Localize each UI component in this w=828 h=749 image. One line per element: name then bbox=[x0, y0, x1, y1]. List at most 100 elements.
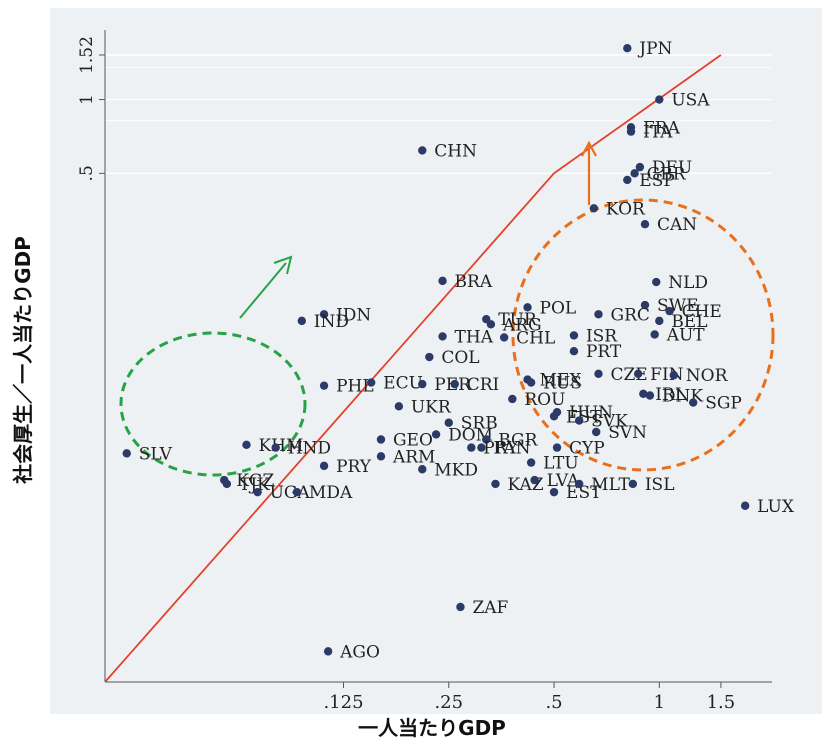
point-label-pry: PRY bbox=[336, 457, 372, 477]
point-bel bbox=[655, 316, 664, 326]
point-che bbox=[665, 306, 674, 316]
point-label-est: EST bbox=[566, 407, 602, 427]
point-bgr bbox=[482, 435, 491, 444]
y-tick-label: 1.52 bbox=[77, 36, 97, 74]
point-label-uga: UGA bbox=[270, 483, 311, 503]
point-label-svk: SVK bbox=[591, 412, 628, 432]
y-tick-label: 1 bbox=[77, 94, 97, 105]
axes: .5 1 1.52 .125 .25 .5 1 1.5 bbox=[77, 30, 772, 713]
point-label-phl: PHL bbox=[336, 377, 374, 397]
point-pol bbox=[523, 303, 532, 312]
point-aut bbox=[650, 330, 659, 339]
point-srb bbox=[444, 418, 453, 427]
point-zaf bbox=[456, 602, 465, 612]
point-label-grc: GRC bbox=[610, 305, 649, 325]
orange-arrowhead-icon bbox=[581, 140, 597, 157]
point-label-rus: RUS bbox=[543, 374, 582, 394]
point-label-lux: LUX bbox=[757, 497, 795, 517]
point-label-zaf: ZAF bbox=[472, 598, 508, 618]
point-label-prt: PRT bbox=[586, 342, 622, 362]
point-irl bbox=[639, 389, 648, 398]
x-tick-label: .125 bbox=[323, 692, 363, 713]
point-cri bbox=[450, 379, 459, 389]
point-ltu bbox=[526, 458, 536, 467]
x-axis-title: 一人当たりGDP bbox=[358, 716, 506, 740]
point-label-ukr: UKR bbox=[411, 397, 452, 417]
point-label-kgz: KGZ bbox=[236, 471, 274, 491]
point-label-arg: ARG bbox=[502, 315, 542, 335]
point-mkd bbox=[418, 465, 427, 474]
point-label-isl: ISL bbox=[645, 475, 675, 495]
point-lux bbox=[740, 501, 750, 510]
point-label-kaz: KAZ bbox=[507, 475, 543, 495]
point-idn bbox=[319, 310, 329, 319]
point-label-nld: NLD bbox=[668, 273, 708, 293]
point-tjk bbox=[222, 479, 232, 489]
point-label-chl: CHL bbox=[516, 328, 555, 348]
green-arrow-icon bbox=[239, 262, 287, 319]
point-uga bbox=[253, 487, 262, 497]
point-label-ecu: ECU bbox=[383, 374, 423, 394]
x-tick-label: 1.5 bbox=[707, 692, 736, 713]
point-usa bbox=[655, 95, 664, 104]
point-label-cri: CRI bbox=[467, 375, 500, 395]
point-label-sgp: SGP bbox=[705, 394, 742, 414]
green-dashed-circle bbox=[119, 331, 307, 477]
point-deu bbox=[635, 162, 645, 172]
green-arrowhead-icon bbox=[273, 255, 293, 275]
point-label-chn: CHN bbox=[434, 141, 477, 161]
point-label-arm: ARM bbox=[392, 447, 435, 467]
point-label-idn: IDN bbox=[336, 305, 371, 325]
point-col bbox=[425, 352, 434, 362]
point-label-nor: NOR bbox=[686, 366, 729, 386]
point-label-pry: PRY bbox=[483, 439, 519, 459]
point-label-mda: MDA bbox=[309, 483, 353, 503]
point-nld bbox=[652, 277, 661, 287]
point-label-tur: TUR bbox=[498, 310, 538, 330]
point-ind bbox=[297, 316, 307, 326]
point-pan bbox=[477, 443, 486, 452]
x-tick-label: .5 bbox=[545, 692, 562, 713]
point-ukr bbox=[394, 402, 404, 411]
point-per bbox=[418, 379, 427, 389]
point-label-srb: SRB bbox=[461, 414, 498, 434]
point-tha bbox=[438, 332, 447, 341]
point-label-dom: DOM bbox=[448, 425, 493, 445]
point-mda bbox=[292, 487, 302, 497]
point-rus bbox=[526, 378, 536, 387]
point-kor bbox=[589, 204, 599, 213]
point-isr bbox=[569, 331, 579, 340]
point-label-mkd: MKD bbox=[434, 460, 478, 480]
point-sgp bbox=[689, 398, 698, 407]
point-dom bbox=[431, 430, 441, 439]
point-label-rou: ROU bbox=[524, 390, 565, 410]
point-bra bbox=[438, 276, 447, 286]
x-tick-label: 1 bbox=[654, 692, 665, 713]
point-cze bbox=[594, 369, 603, 379]
point-label-irl: IRL bbox=[655, 385, 686, 405]
point-label-pol: POL bbox=[540, 298, 577, 318]
point-label-aut: AUT bbox=[666, 325, 706, 345]
point-arg bbox=[486, 320, 496, 329]
point-label-bgr: BGR bbox=[498, 431, 538, 451]
point-rou bbox=[508, 394, 517, 404]
point-nor bbox=[669, 371, 678, 380]
point-est bbox=[549, 487, 559, 497]
y-tick-label: .5 bbox=[77, 165, 97, 181]
point-arm bbox=[376, 452, 386, 461]
point-chn bbox=[418, 146, 427, 155]
point-prt bbox=[569, 347, 579, 356]
point-label-kor: KOR bbox=[606, 199, 646, 219]
point-label-bel: BEL bbox=[671, 312, 707, 332]
point-label-fin: FIN bbox=[650, 365, 684, 385]
point-label-ita: ITA bbox=[643, 123, 673, 143]
point-label-geo: GEO bbox=[393, 431, 433, 451]
point-label-hnd: HND bbox=[288, 439, 331, 459]
point-hnd bbox=[271, 443, 280, 452]
point-label-mlt: MLT bbox=[591, 475, 630, 495]
point-gbr bbox=[630, 169, 639, 178]
point-label-cyp: CYP bbox=[569, 439, 605, 459]
frontier-polyline bbox=[104, 54, 722, 683]
